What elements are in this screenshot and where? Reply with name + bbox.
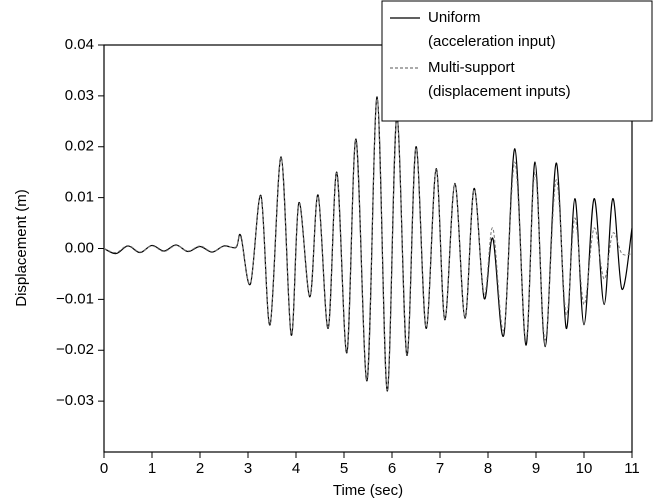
x-tick-label: 3 xyxy=(244,460,252,477)
x-axis-label: Time (sec) xyxy=(333,482,403,499)
x-tick-label: 11 xyxy=(624,460,640,477)
y-tick-label: 0.02 xyxy=(65,138,94,155)
legend-label: (acceleration input) xyxy=(428,33,556,50)
x-tick-label: 1 xyxy=(148,460,156,477)
x-tick-label: 0 xyxy=(100,460,108,477)
y-axis-label: Displacement (m) xyxy=(13,189,30,307)
series-line xyxy=(103,96,633,392)
x-tick-label: 4 xyxy=(292,460,300,477)
x-tick-label: 6 xyxy=(388,460,396,477)
x-tick-label: 10 xyxy=(576,460,593,477)
y-tick-label: 0.00 xyxy=(65,239,94,256)
legend-label: Uniform xyxy=(428,9,481,26)
y-tick-label: −0.01 xyxy=(56,290,94,307)
x-tick-label: 7 xyxy=(436,460,444,477)
y-tick-label: 0.04 xyxy=(65,36,94,53)
y-tick-label: 0.01 xyxy=(65,189,94,206)
legend-box xyxy=(381,0,653,122)
y-tick-label: 0.03 xyxy=(65,87,94,104)
y-tick-label: −0.03 xyxy=(56,392,94,409)
y-tick-label: −0.02 xyxy=(56,341,94,358)
series-line xyxy=(103,97,633,391)
legend: Uniform (acceleration input) Multi-support… xyxy=(381,0,653,122)
x-tick-label: 5 xyxy=(340,460,348,477)
legend-label: (displacement inputs) xyxy=(428,83,571,100)
legend-label: Multi-support xyxy=(428,59,516,76)
x-tick-label: 9 xyxy=(532,460,540,477)
x-tick-label: 8 xyxy=(484,460,492,477)
x-tick-label: 2 xyxy=(196,460,204,477)
